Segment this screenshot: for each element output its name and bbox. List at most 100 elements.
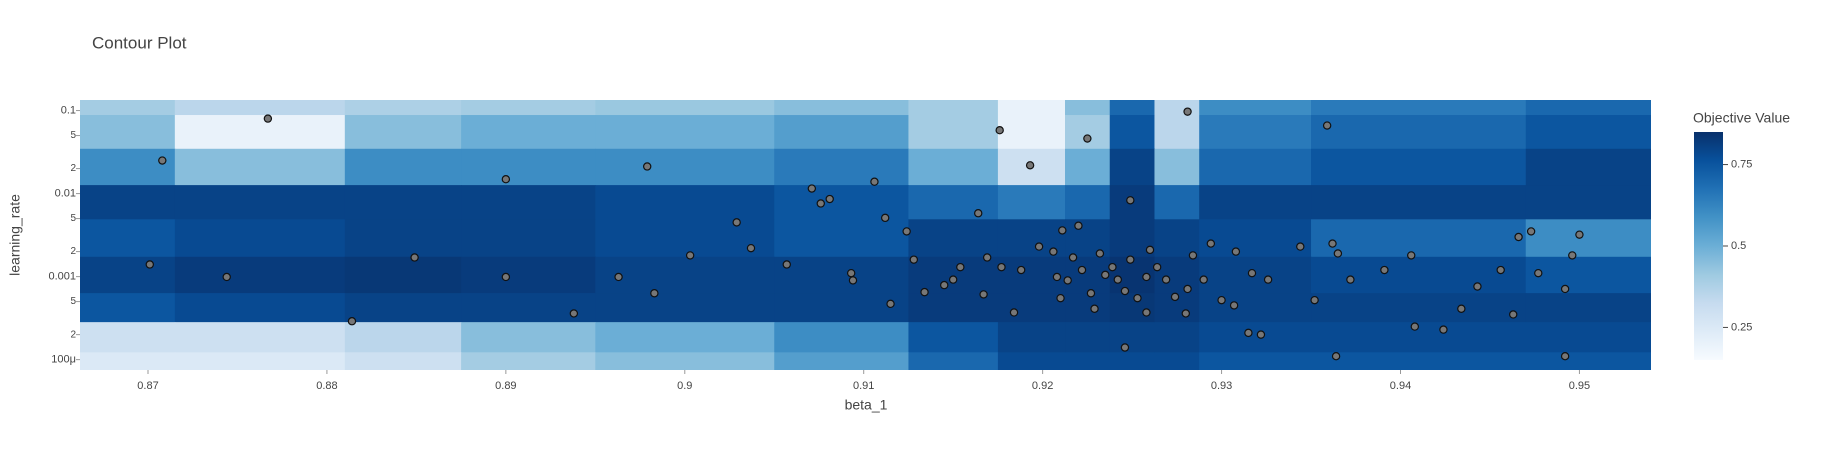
trial-point <box>1509 310 1518 319</box>
contour-cell <box>774 148 909 186</box>
contour-cell <box>774 219 909 258</box>
trial-point <box>1083 134 1092 143</box>
trial-point <box>995 125 1004 135</box>
trial-point <box>347 317 357 326</box>
contour-cell <box>80 256 176 294</box>
contour-cell <box>997 352 1066 370</box>
contour-cell <box>344 115 462 150</box>
contour-cell <box>80 352 176 370</box>
trial-point <box>974 209 983 218</box>
contour-cell <box>174 100 346 116</box>
contour-cell <box>595 115 775 150</box>
contour-cell <box>774 115 909 150</box>
contour-cell <box>774 185 909 220</box>
contour-cell <box>1525 219 1651 258</box>
trial-point <box>1058 226 1067 235</box>
y-tick-label: 100μ <box>51 354 76 366</box>
trial-point <box>1206 239 1216 248</box>
contour-cell <box>174 293 346 323</box>
trial-point <box>1575 230 1584 239</box>
trial-point <box>909 255 919 264</box>
contour-cell <box>1199 100 1312 116</box>
trial-point <box>1126 255 1135 264</box>
contour-cell <box>174 185 346 220</box>
contour-cell <box>595 100 775 116</box>
contour-cell <box>1109 322 1155 353</box>
chart-title: Contour Plot <box>92 33 187 52</box>
trial-point <box>1560 351 1570 361</box>
trial-point <box>1056 293 1065 303</box>
contour-cell <box>174 148 346 186</box>
trial-point <box>902 227 911 236</box>
trial-point <box>410 253 419 262</box>
trial-point <box>1068 253 1078 262</box>
contour-cell <box>461 148 596 186</box>
x-tick-label: 0.94 <box>1390 380 1411 392</box>
trial-point <box>846 268 856 278</box>
contour-cell <box>461 185 596 220</box>
trial-point <box>1181 309 1190 318</box>
y-tick-label: 5 <box>70 213 76 224</box>
contour-cell <box>344 256 462 294</box>
y-tick-label: 2 <box>70 246 76 257</box>
contour-cell <box>461 322 596 353</box>
contour-cell <box>774 352 909 370</box>
contour-cell <box>908 322 999 353</box>
trial-point <box>1247 268 1257 278</box>
contour-cell <box>1109 352 1155 370</box>
contour-cell <box>1154 352 1200 370</box>
contour-cell <box>1525 148 1651 186</box>
contour-cell <box>1154 219 1200 258</box>
trial-point <box>1217 295 1226 305</box>
x-tick-label: 0.93 <box>1211 380 1232 392</box>
trial-point <box>1113 275 1122 284</box>
trial-point <box>1296 242 1305 251</box>
contour-cell <box>1065 352 1111 370</box>
trial-point <box>940 280 949 290</box>
trial-point <box>982 253 992 262</box>
trial-point <box>1074 221 1083 230</box>
trial-point <box>1183 284 1192 294</box>
trial-point <box>997 262 1006 272</box>
trial-point <box>1560 284 1570 294</box>
contour-cell <box>908 256 999 294</box>
contour-cell <box>1065 115 1111 150</box>
contour-cell <box>1311 219 1527 258</box>
x-tick-label: 0.91 <box>853 380 874 392</box>
contour-cell <box>344 352 462 370</box>
x-axis-title: beta_1 <box>845 397 888 413</box>
contour-cell <box>1525 100 1651 116</box>
contour-cell <box>997 322 1066 353</box>
trial-point <box>1568 251 1577 260</box>
contour-cell <box>595 219 775 258</box>
contour-cell <box>80 219 176 258</box>
contour-cell <box>461 293 596 323</box>
y-tick-label: 0.01 <box>55 187 76 199</box>
contour-cell <box>908 115 999 150</box>
trial-point <box>1328 239 1337 248</box>
trial-point <box>1346 275 1355 284</box>
contour-cell <box>174 256 346 294</box>
trial-point <box>1034 242 1044 251</box>
trial-point <box>1090 304 1099 313</box>
trial-point <box>1120 343 1130 352</box>
contour-cell <box>461 100 596 116</box>
contour-cell <box>1525 185 1651 220</box>
contour-cell <box>1199 148 1312 186</box>
contour-cell <box>461 256 596 294</box>
trial-point <box>1410 322 1420 331</box>
contour-cell <box>174 352 346 370</box>
trial-point <box>650 289 659 298</box>
trial-point <box>1407 251 1416 260</box>
trial-point <box>1161 275 1171 284</box>
contour-cell <box>1109 115 1155 150</box>
trial-point <box>1322 121 1332 130</box>
contour-cell <box>1199 219 1312 258</box>
colorbar-tick-label: 0.25 <box>1731 321 1752 333</box>
contour-cell <box>80 185 176 220</box>
contour-cell <box>595 148 775 186</box>
y-tick-label: 5 <box>70 130 76 141</box>
trial-point <box>1101 270 1110 280</box>
contour-cell <box>1311 256 1527 294</box>
contour-cell <box>1525 293 1651 323</box>
